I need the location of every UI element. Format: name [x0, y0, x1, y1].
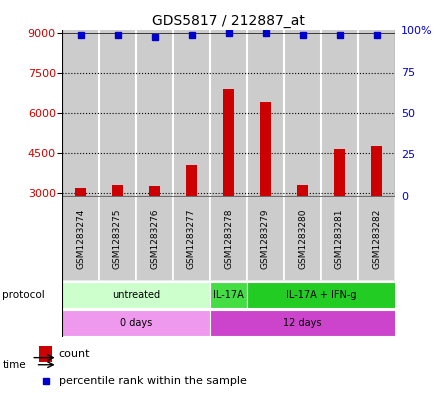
Text: GSM1283280: GSM1283280 [298, 209, 307, 269]
Text: IL-17A + IFN-g: IL-17A + IFN-g [286, 290, 356, 300]
Text: GSM1283278: GSM1283278 [224, 209, 233, 269]
Bar [284, 196, 321, 281]
Bar [321, 30, 358, 196]
Bar [62, 310, 210, 336]
Bar [136, 196, 173, 281]
Bar [62, 196, 99, 281]
Text: GSM1283274: GSM1283274 [76, 209, 85, 269]
Bar [112, 185, 123, 196]
Bar [334, 149, 345, 196]
Text: GSM1283277: GSM1283277 [187, 209, 196, 269]
Bar [173, 196, 210, 281]
Bar [247, 30, 284, 196]
Bar [39, 346, 52, 362]
Bar [358, 30, 395, 196]
Text: GSM1283276: GSM1283276 [150, 209, 159, 269]
Bar [210, 310, 395, 336]
Bar [247, 196, 284, 281]
Bar [321, 196, 358, 281]
Text: GSM1283279: GSM1283279 [261, 209, 270, 269]
Bar [136, 30, 173, 196]
Bar [247, 281, 395, 309]
Bar [260, 102, 271, 196]
Bar [210, 196, 247, 281]
Bar [62, 281, 210, 309]
Text: time: time [2, 360, 26, 370]
Bar [99, 30, 136, 196]
Bar [62, 30, 99, 196]
Bar [371, 147, 382, 196]
Bar [75, 188, 86, 196]
Text: protocol: protocol [2, 290, 45, 300]
Bar [149, 186, 160, 196]
Text: percentile rank within the sample: percentile rank within the sample [59, 376, 247, 386]
Bar [173, 30, 210, 196]
Text: 0 days: 0 days [120, 318, 152, 328]
Bar [223, 89, 234, 196]
Title: GDS5817 / 212887_at: GDS5817 / 212887_at [152, 14, 305, 28]
Text: untreated: untreated [112, 290, 160, 300]
Bar [284, 30, 321, 196]
Bar [297, 185, 308, 196]
Bar [210, 281, 247, 309]
Bar [186, 165, 197, 196]
Text: 12 days: 12 days [283, 318, 322, 328]
Bar [210, 30, 247, 196]
Bar [358, 196, 395, 281]
Text: GSM1283281: GSM1283281 [335, 209, 344, 269]
Text: GSM1283275: GSM1283275 [113, 209, 122, 269]
Bar [99, 196, 136, 281]
Text: count: count [59, 349, 90, 359]
Text: GSM1283282: GSM1283282 [372, 209, 381, 269]
Text: IL-17A: IL-17A [213, 290, 244, 300]
